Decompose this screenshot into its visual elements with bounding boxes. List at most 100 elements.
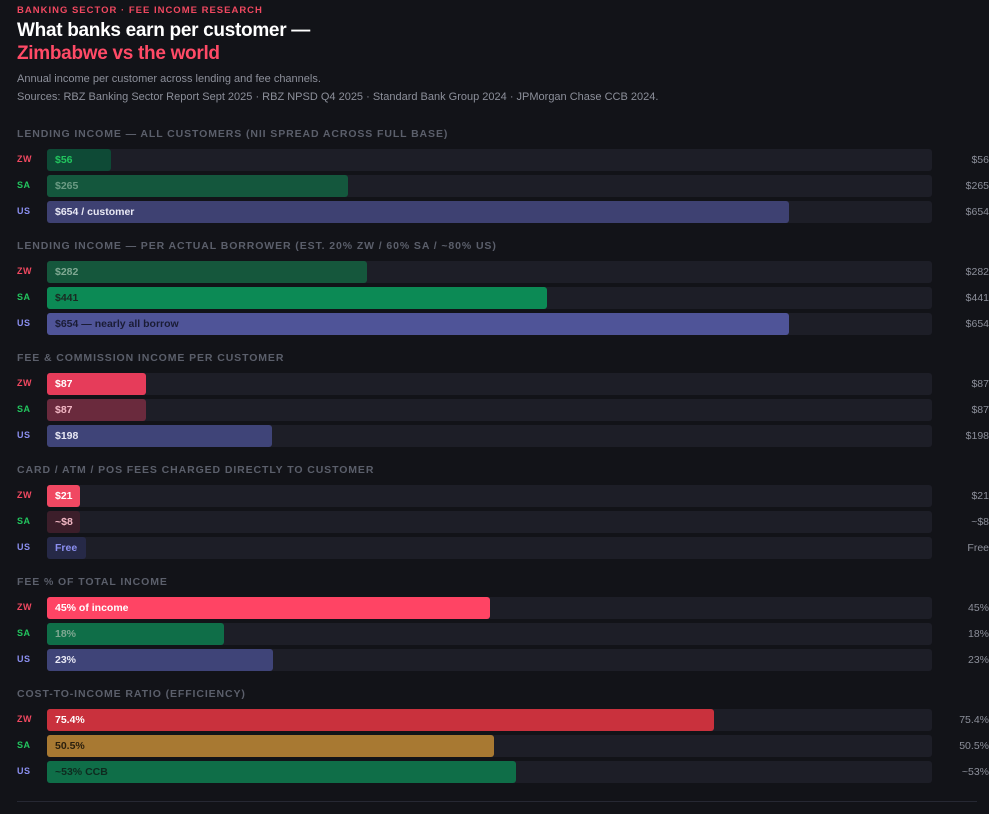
- country-code: SA: [17, 292, 31, 302]
- country-code: US: [17, 206, 31, 216]
- bar-value: $198: [965, 430, 989, 442]
- country-code: ZW: [17, 602, 32, 612]
- bar-row: US ~53% CCB ~53%: [17, 761, 989, 783]
- page-subtitle: Annual income per customer across lendin…: [17, 73, 321, 85]
- country-code: ZW: [17, 154, 32, 164]
- sources-note: Sources: RBZ Banking Sector Report Sept …: [17, 91, 659, 103]
- bar-label: 18%: [55, 628, 77, 640]
- bar-label: 50.5%: [55, 740, 85, 752]
- bar-label: 23%: [55, 654, 77, 666]
- bar-value: $654: [965, 206, 989, 218]
- bar-value: $265: [965, 180, 989, 192]
- bar-label: $198: [55, 430, 79, 442]
- bar-value: 45%: [967, 602, 989, 614]
- bar-track: $282: [47, 261, 932, 283]
- country-code: US: [17, 542, 31, 552]
- country-code: SA: [17, 516, 31, 526]
- country-code: ZW: [17, 490, 32, 500]
- bar-row: ZW $282 $282: [17, 261, 989, 283]
- bar-value: $441: [965, 292, 989, 304]
- eyebrow: BANKING SECTOR · FEE INCOME RESEARCH: [17, 5, 263, 16]
- bar-value: 23%: [967, 654, 989, 666]
- bar-track: 50.5%: [47, 735, 932, 757]
- bar-label: 75.4%: [55, 714, 85, 726]
- bar-value: $87: [971, 378, 989, 390]
- bar-track: $654 — nearly all borrow: [47, 313, 932, 335]
- section-title: FEE & COMMISSION INCOME PER CUSTOMER: [17, 352, 285, 364]
- page-title: What banks earn per customer —: [17, 20, 310, 41]
- bar-track: 45% of income: [47, 597, 932, 619]
- section-title: FEE % OF TOTAL INCOME: [17, 576, 168, 588]
- bar-label: $282: [55, 266, 79, 278]
- bar-label: ~53% CCB: [55, 766, 108, 778]
- bar-row: US Free Free: [17, 537, 989, 559]
- country-code: ZW: [17, 266, 32, 276]
- bar-row: ZW 75.4% 75.4%: [17, 709, 989, 731]
- bar-value: 50.5%: [959, 740, 989, 752]
- bar-label: $265: [55, 180, 79, 192]
- bar-track: $654 / customer: [47, 201, 932, 223]
- bar: 18%: [47, 623, 224, 645]
- bar-track: $87: [47, 399, 932, 421]
- bar-label: $654 / customer: [55, 206, 135, 218]
- country-code: US: [17, 318, 31, 328]
- bar-label: $21: [55, 490, 73, 502]
- country-code: SA: [17, 180, 31, 190]
- section-title: LENDING INCOME — PER ACTUAL BORROWER (ES…: [17, 240, 497, 252]
- footer-divider: [17, 801, 977, 802]
- bar-track: $56: [47, 149, 932, 171]
- bar: $654 / customer: [47, 201, 789, 223]
- bar-row: US $654 / customer $654: [17, 201, 989, 223]
- bar-row: ZW $87 $87: [17, 373, 989, 395]
- bar-label: $56: [55, 154, 73, 166]
- bar-label: $87: [55, 378, 73, 390]
- section-title: CARD / ATM / POS FEES CHARGED DIRECTLY T…: [17, 464, 375, 476]
- bar-label: $654 — nearly all borrow: [55, 318, 179, 330]
- bar: $87: [47, 399, 146, 421]
- bar-track: 18%: [47, 623, 932, 645]
- bar-track: Free: [47, 537, 932, 559]
- bar-row: US $198 $198: [17, 425, 989, 447]
- bar: $654 — nearly all borrow: [47, 313, 789, 335]
- bar: $265: [47, 175, 348, 197]
- bar: $282: [47, 261, 367, 283]
- section-title: COST-TO-INCOME RATIO (EFFICIENCY): [17, 688, 246, 700]
- bar: 50.5%: [47, 735, 494, 757]
- bar-label: ~$8: [55, 516, 73, 528]
- country-code: SA: [17, 404, 31, 414]
- page-title-highlight: Zimbabwe vs the world: [17, 43, 220, 64]
- bar-value: $21: [971, 490, 989, 502]
- bar-row: SA $87 $87: [17, 399, 989, 421]
- bar: $21: [47, 485, 80, 507]
- country-code: US: [17, 766, 31, 776]
- bar-track: $21: [47, 485, 932, 507]
- bar-row: US 23% 23%: [17, 649, 989, 671]
- country-code: ZW: [17, 714, 32, 724]
- bar: $56: [47, 149, 111, 171]
- bar-row: SA $265 $265: [17, 175, 989, 197]
- bar-track: 23%: [47, 649, 932, 671]
- bar-label: $87: [55, 404, 73, 416]
- bar-label: $441: [55, 292, 79, 304]
- bar-row: SA ~$8 ~$8: [17, 511, 989, 533]
- bar-row: US $654 — nearly all borrow $654: [17, 313, 989, 335]
- country-code: SA: [17, 740, 31, 750]
- bar-track: $87: [47, 373, 932, 395]
- bar-track: ~53% CCB: [47, 761, 932, 783]
- bar: $87: [47, 373, 146, 395]
- bar-row: SA 18% 18%: [17, 623, 989, 645]
- bar: Free: [47, 537, 86, 559]
- bar-value: $56: [971, 154, 989, 166]
- bar-track: $265: [47, 175, 932, 197]
- bar-value: ~$8: [971, 516, 989, 528]
- bar-track: ~$8: [47, 511, 932, 533]
- bar-label: Free: [55, 542, 78, 554]
- bar-value: $87: [971, 404, 989, 416]
- country-code: SA: [17, 628, 31, 638]
- bar: 75.4%: [47, 709, 714, 731]
- bar-value: 75.4%: [959, 714, 989, 726]
- country-code: ZW: [17, 378, 32, 388]
- bar-track: $441: [47, 287, 932, 309]
- section-title: LENDING INCOME — ALL CUSTOMERS (NII SPRE…: [17, 128, 449, 140]
- bar-track: 75.4%: [47, 709, 932, 731]
